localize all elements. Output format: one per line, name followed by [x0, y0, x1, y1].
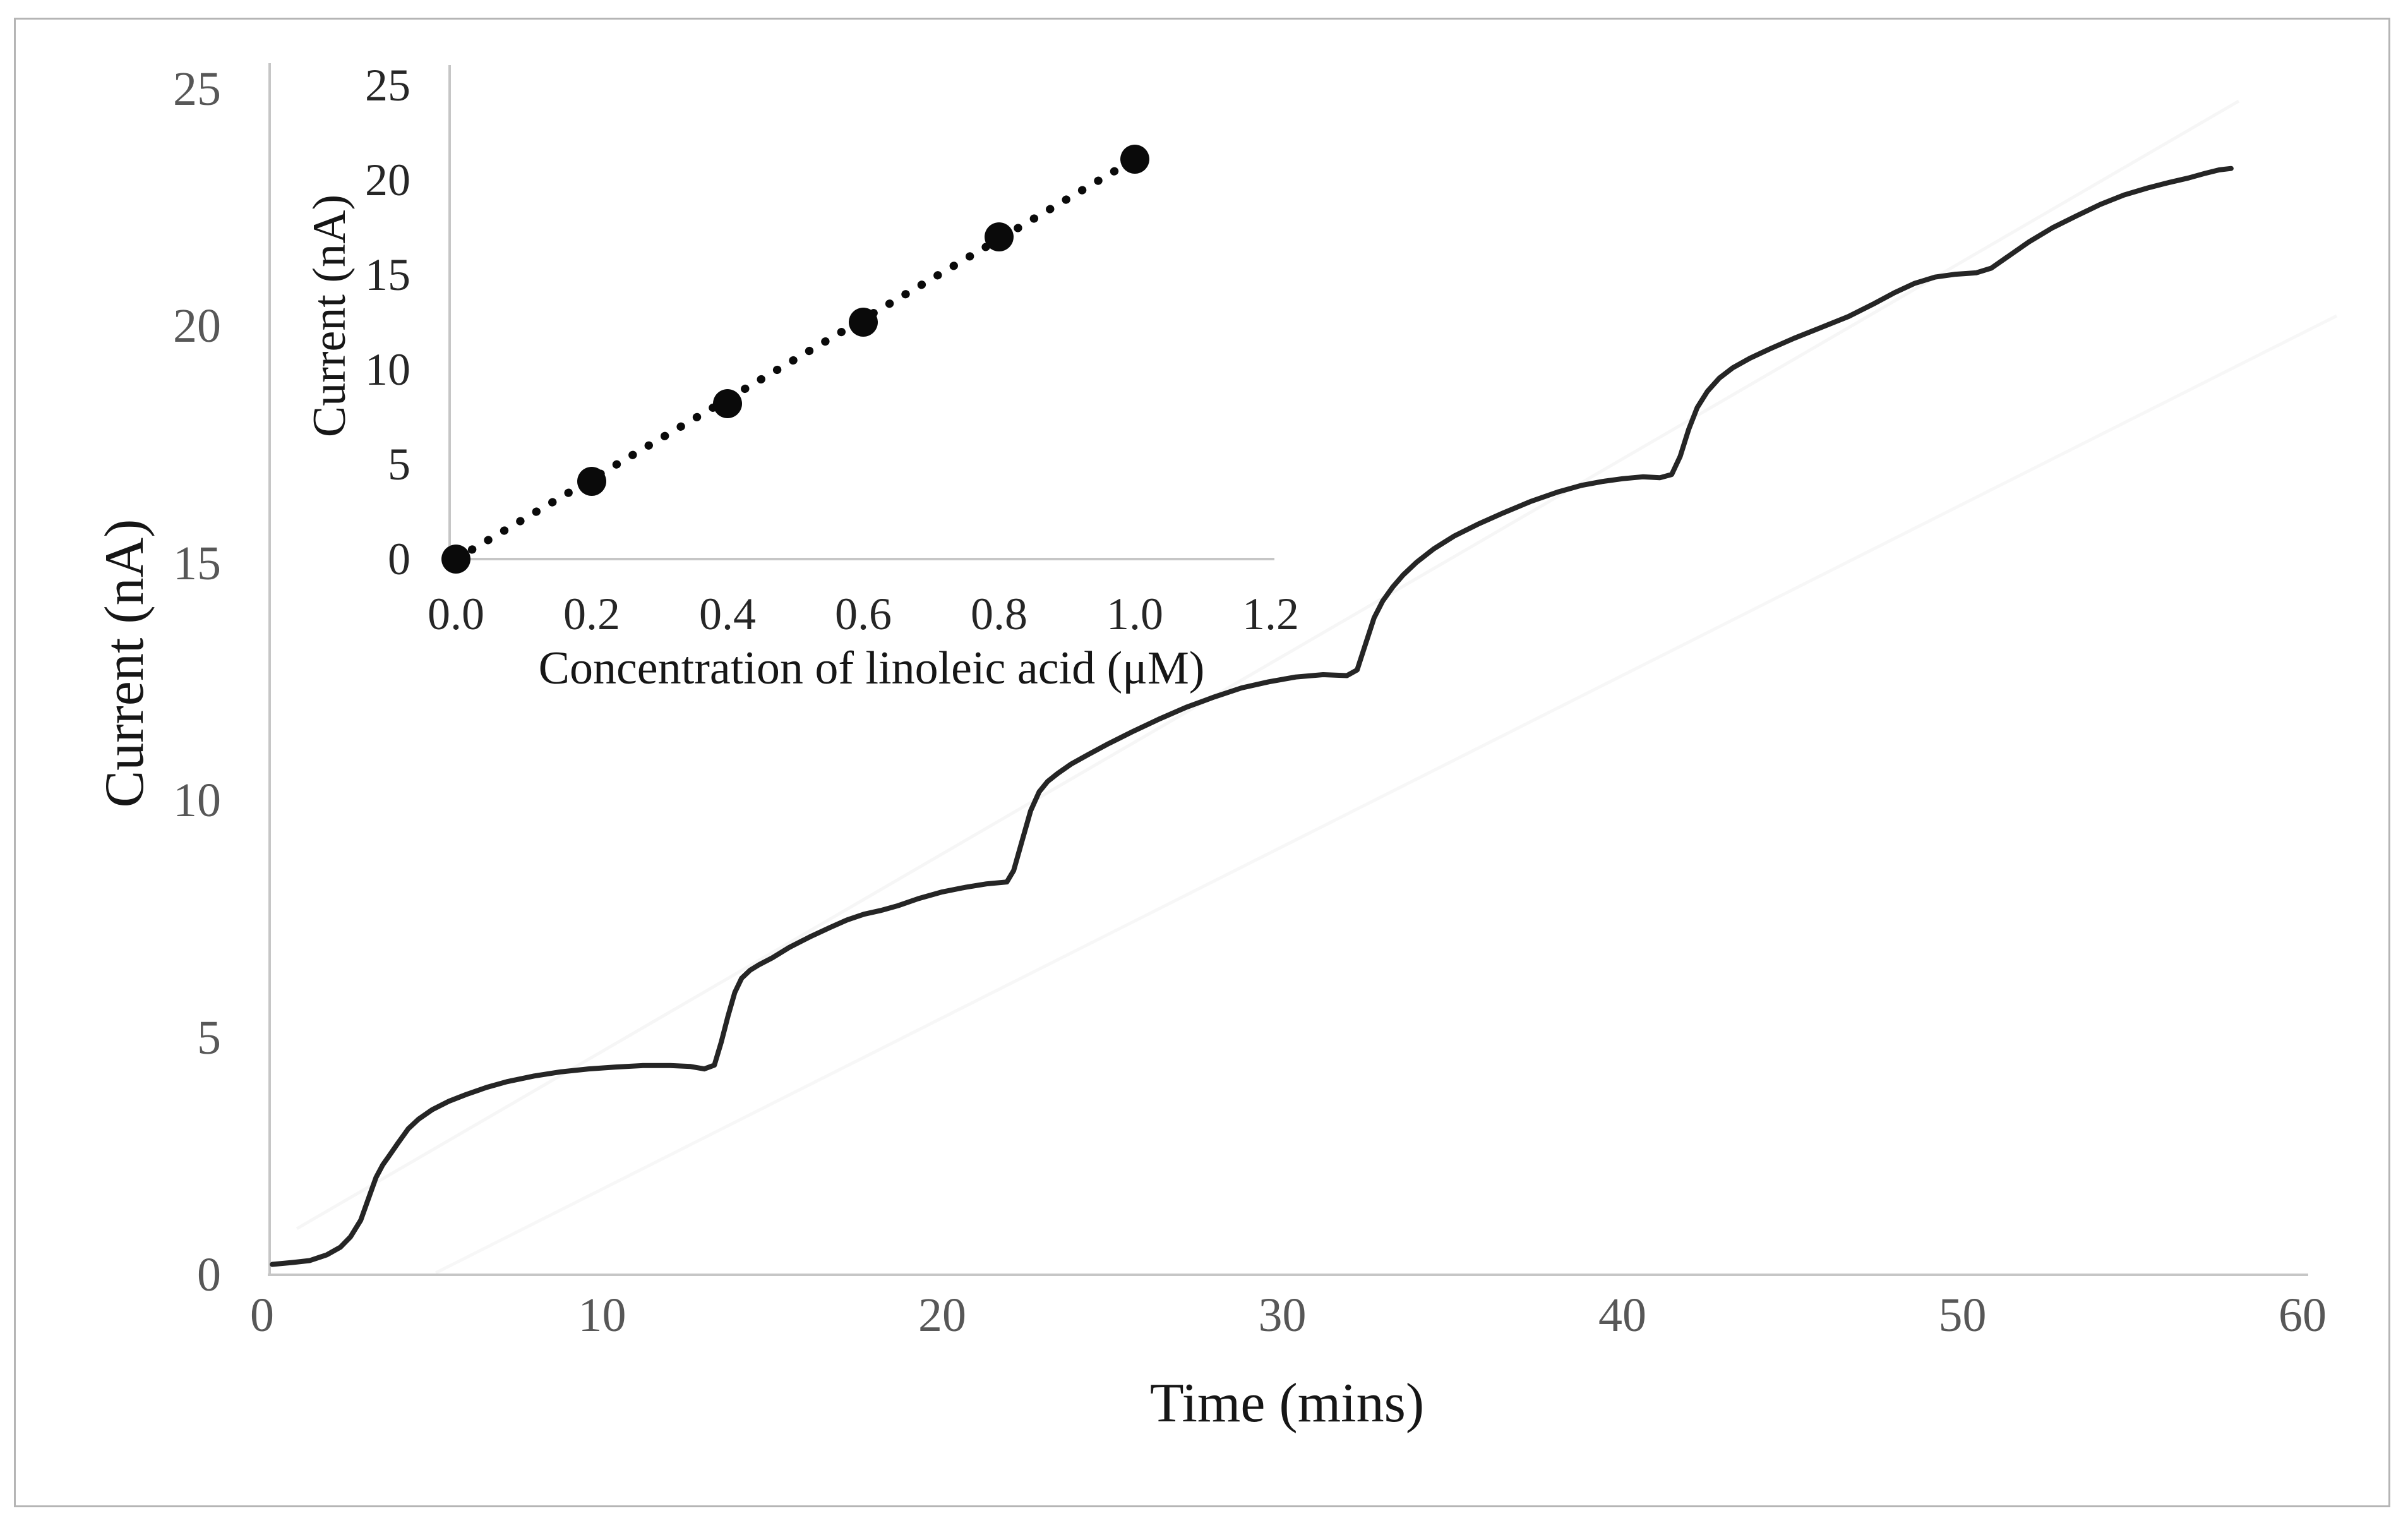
inset-data-point — [577, 467, 606, 496]
inset-data-point — [849, 308, 878, 337]
main-x-tick-label: 20 — [918, 1289, 966, 1342]
inset-y-tick-label: 25 — [365, 60, 410, 111]
main-x-tick-label: 60 — [2279, 1289, 2327, 1342]
main-x-axis-title: Time (mins) — [1149, 1373, 1425, 1434]
main-y-tick-label: 0 — [197, 1248, 221, 1301]
main-y-axis-title: Current (nA) — [94, 519, 155, 808]
inset-data-point — [1120, 145, 1149, 174]
main-x-tick-label: 0 — [250, 1289, 274, 1342]
main-y-tick-label: 5 — [197, 1011, 221, 1064]
main-y-tick-label: 10 — [173, 774, 221, 827]
inset-y-tick-label: 10 — [365, 344, 410, 395]
inset-x-axis-title: Concentration of linoleic acid (μM) — [538, 642, 1205, 694]
inset-y-tick-label: 5 — [388, 439, 410, 490]
inset-data-point — [441, 545, 470, 574]
inset-trendline-dotted — [452, 155, 1139, 563]
ghost-artifact-line — [296, 99, 2240, 1231]
inset-x-tick-label: 0.8 — [971, 589, 1027, 639]
inset-x-tick-label: 0.2 — [563, 589, 620, 639]
main-x-tick-label: 10 — [578, 1289, 626, 1342]
inset-x-tick-label: 0.6 — [835, 589, 892, 639]
main-y-tick-label: 20 — [173, 299, 221, 352]
inset-x-tick-label: 1.0 — [1106, 589, 1163, 639]
inset-data-point — [985, 222, 1014, 251]
inset-y-axis-title: Current (nA) — [304, 194, 356, 438]
main-y-tick-label: 15 — [173, 536, 221, 590]
main-series-line — [270, 166, 2234, 1267]
inset-x-tick-label: 1.2 — [1242, 589, 1299, 639]
inset-data-point — [713, 389, 742, 418]
main-y-tick-label: 25 — [173, 62, 221, 116]
ghost-artifact-line — [434, 314, 2338, 1275]
inset-y-tick-label: 0 — [388, 534, 410, 584]
inset-x-tick-label: 0.4 — [699, 589, 756, 639]
main-x-tick-label: 50 — [1938, 1289, 1987, 1342]
main-x-tick-label: 40 — [1598, 1289, 1646, 1342]
main-x-tick-label: 30 — [1258, 1289, 1307, 1342]
inset-x-tick-label: 0.0 — [428, 589, 484, 639]
inset-y-tick-label: 20 — [365, 155, 410, 205]
inset-y-tick-label: 15 — [365, 250, 410, 300]
